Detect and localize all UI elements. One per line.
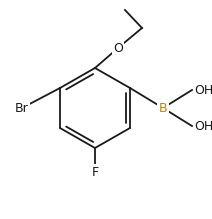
Text: B: B — [159, 101, 167, 115]
Text: OH: OH — [194, 83, 212, 97]
Text: OH: OH — [194, 120, 212, 132]
Text: O: O — [113, 41, 123, 55]
Text: F: F — [91, 166, 99, 178]
Text: Br: Br — [15, 101, 29, 115]
